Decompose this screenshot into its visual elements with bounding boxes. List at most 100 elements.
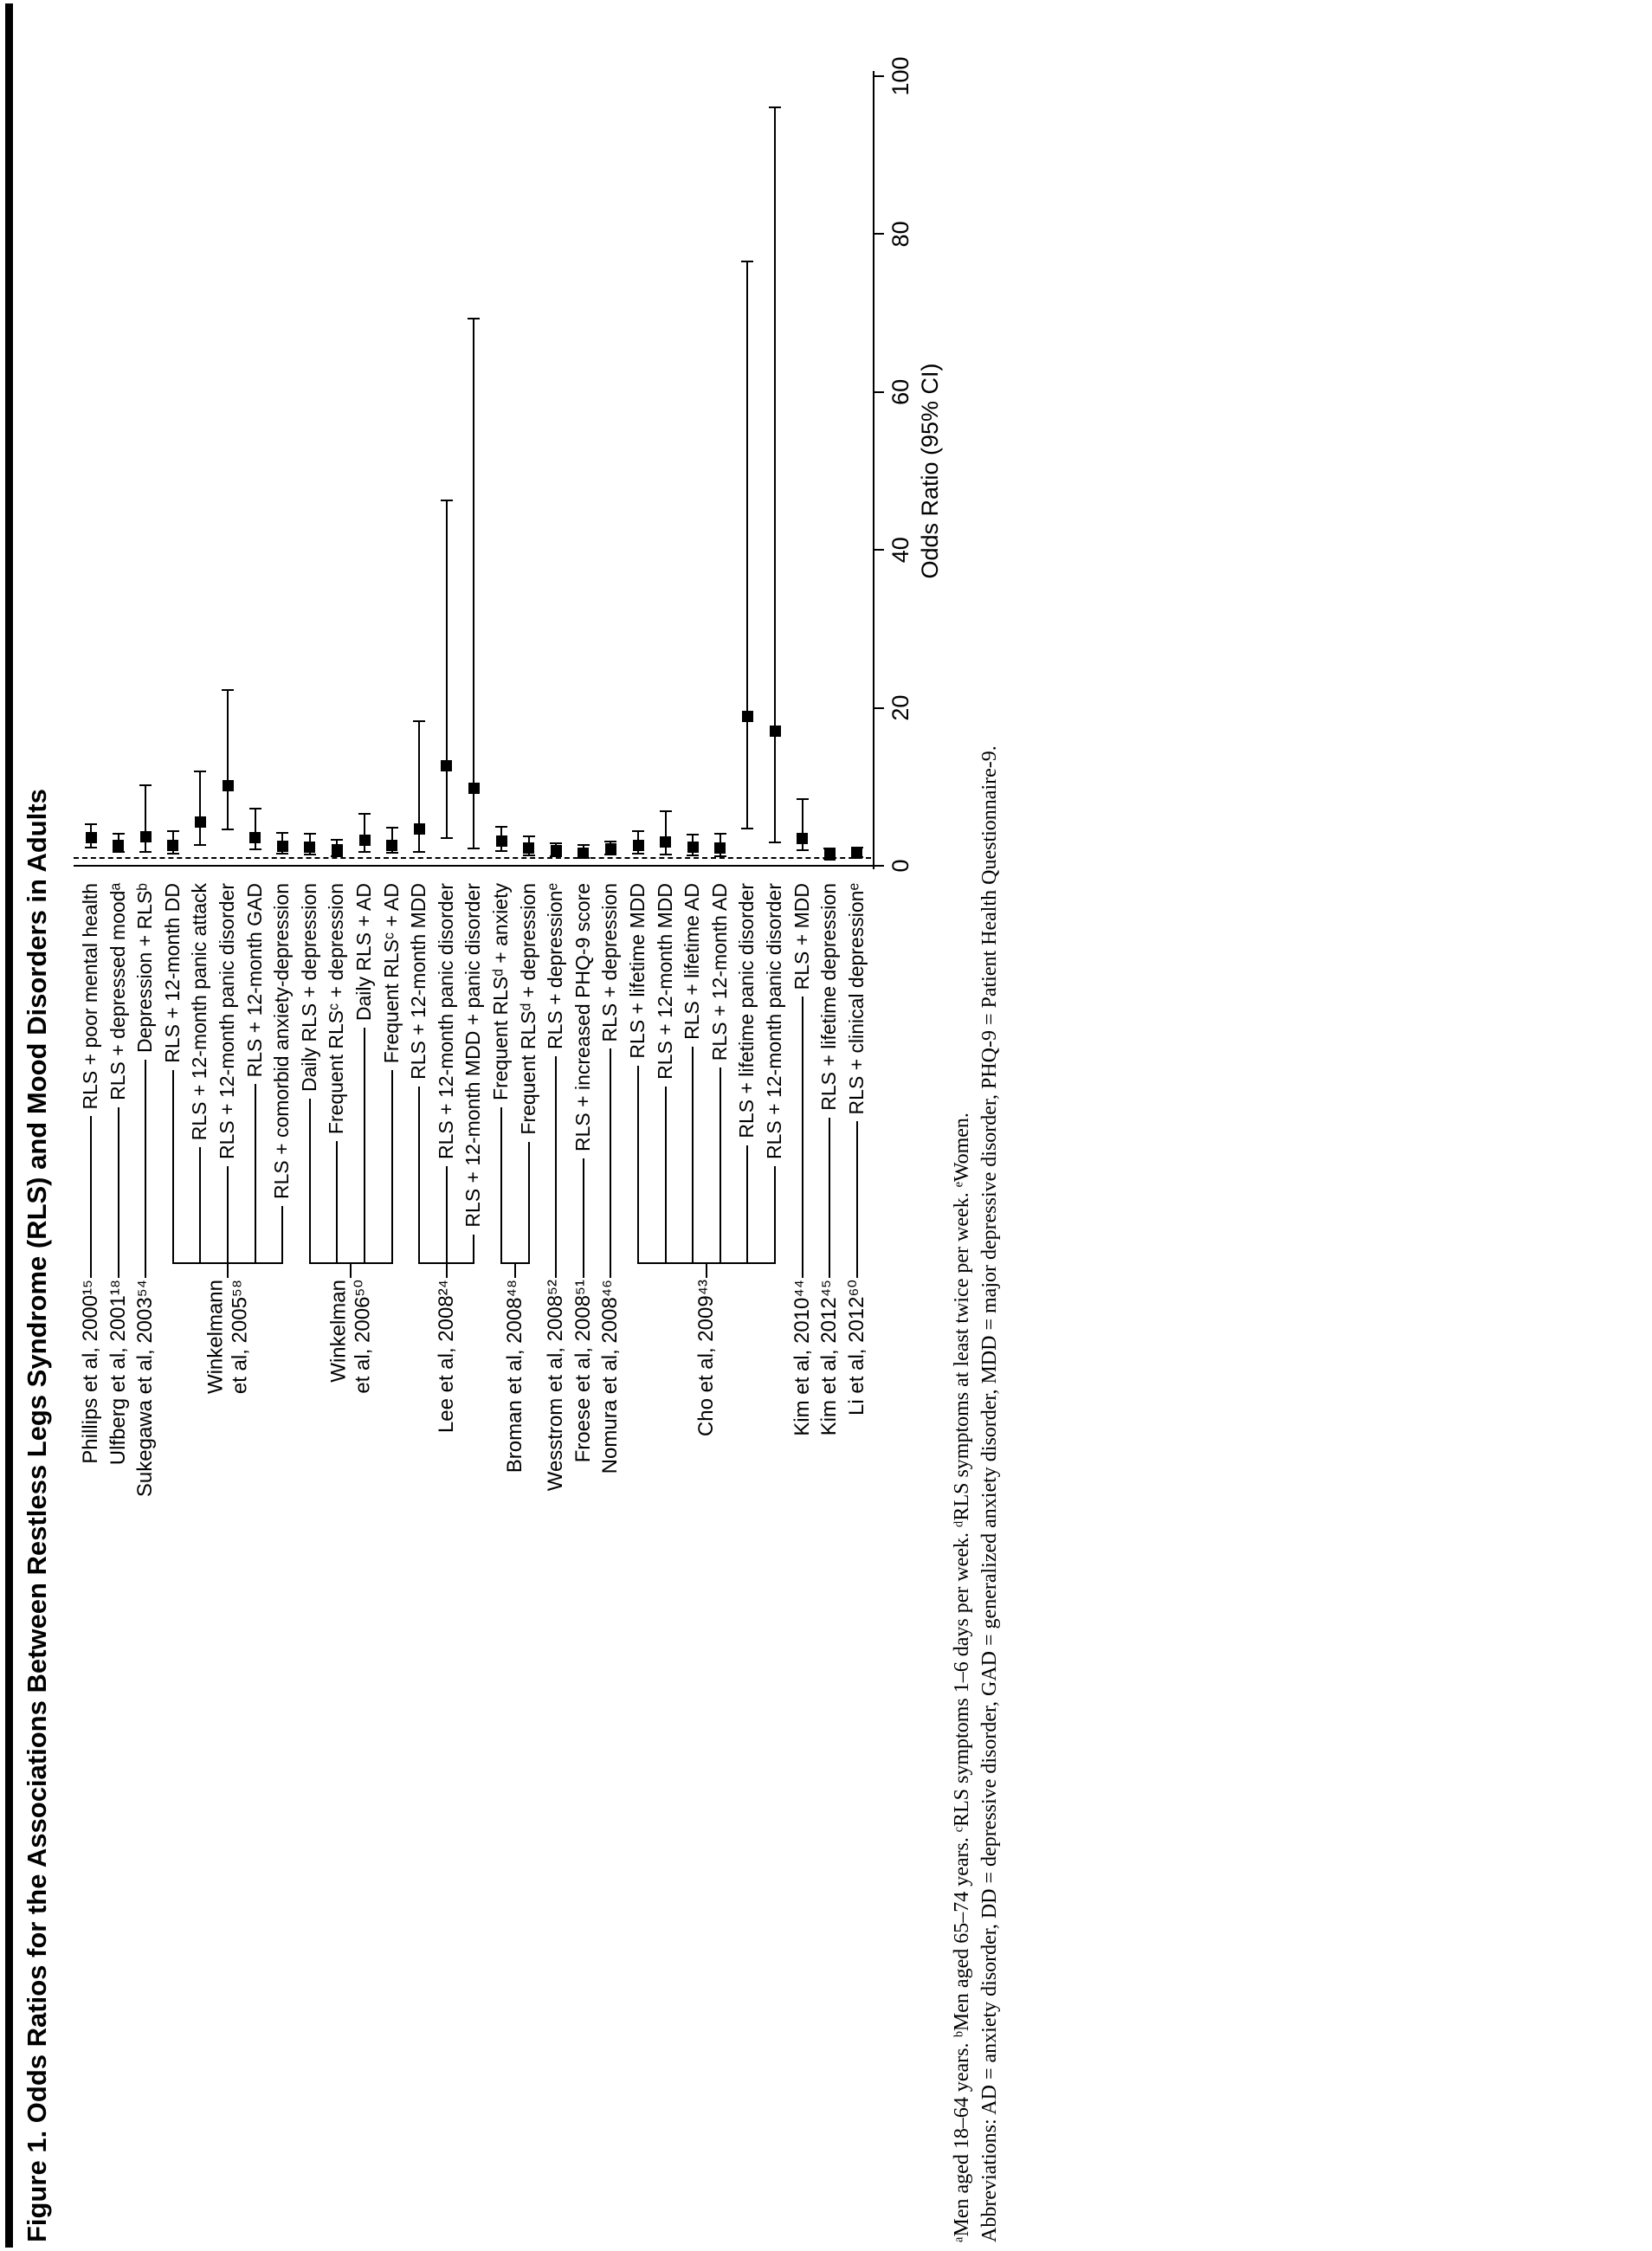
study-citation: Cho et al, 2009⁴³ [694, 1280, 719, 1436]
footnote-abbreviations: Abbreviations: AD = anxiety disorder, DD… [978, 745, 1001, 2242]
leader-line [90, 1116, 92, 1278]
study-citation: Ulfberg et al, 2001¹⁸ [106, 1280, 131, 1465]
study-citation-line: Li et al, 2012⁶⁰ [845, 1280, 868, 1416]
or-point-marker [276, 840, 288, 852]
outcome-label: RLS + clinical depressionᵉ [844, 883, 868, 1115]
outcome-label: Frequent RLSᵈ + depression [516, 883, 539, 1135]
leader-line [637, 1066, 639, 1262]
ci-whisker [445, 500, 448, 839]
study-citation: Broman et al, 2008⁴⁸ [503, 1280, 527, 1473]
ci-cap-low [659, 854, 672, 856]
study-citation: Li et al, 2012⁶⁰ [845, 1280, 869, 1416]
ci-cap-high [659, 810, 672, 813]
x-axis-tick [874, 75, 884, 77]
ci-cap-low [112, 850, 125, 853]
citation-connector [227, 1264, 229, 1278]
leader-line [774, 1166, 776, 1262]
ci-cap-high [796, 798, 809, 801]
leader-line [829, 1118, 831, 1278]
study-citation: Sukegawa et al, 2003⁵⁴ [133, 1280, 158, 1497]
ci-whisker [254, 809, 256, 849]
ci-cap-high [687, 834, 700, 836]
study-citation: Phillips et al, 2000¹⁵ [79, 1280, 103, 1464]
or-point-marker [386, 839, 398, 851]
leader-line [664, 1087, 667, 1262]
or-point-marker [797, 832, 809, 844]
ci-cap-high [276, 831, 289, 834]
study-citation: Wesstrom et al, 2008⁵² [544, 1280, 568, 1491]
ci-cap-low [522, 855, 535, 857]
or-point-marker [523, 842, 535, 854]
outcome-label: RLS + MDD [790, 883, 813, 990]
study-citation-line: Froese et al, 2008⁵¹ [571, 1280, 595, 1463]
x-axis-title: Odds Ratio (95% CI) [917, 363, 943, 579]
ci-whisker [473, 319, 475, 848]
ci-cap-high [248, 808, 261, 810]
or-point-marker [851, 847, 863, 859]
ci-cap-low [85, 847, 97, 849]
leader-line [418, 1087, 421, 1262]
ci-cap-low [440, 837, 453, 840]
leader-line [171, 1070, 174, 1262]
leader-line [692, 1047, 694, 1262]
x-axis-tick-label: 0 [887, 859, 913, 873]
x-axis-tick [874, 390, 884, 393]
x-axis-tick-label: 60 [887, 378, 913, 405]
citation-connector [350, 1264, 352, 1278]
ci-cap-low [139, 850, 152, 853]
or-point-marker [823, 848, 836, 861]
x-axis-tick [874, 706, 884, 709]
ci-whisker [746, 261, 749, 829]
outcome-label: RLS + 12-month AD [707, 883, 731, 1061]
ci-cap-high [385, 827, 398, 829]
ci-cap-low [194, 844, 207, 847]
ci-cap-low [687, 855, 700, 857]
or-point-marker [604, 843, 616, 855]
leader-line [281, 1206, 284, 1262]
ci-cap-low [741, 828, 754, 830]
ci-cap-low [632, 853, 644, 855]
outcome-label: RLS + depressed moodᵃ [106, 883, 129, 1100]
ci-cap-high [166, 829, 179, 832]
study-citation-line: Wesstrom et al, 2008⁵² [544, 1280, 568, 1492]
leader-line [855, 1121, 858, 1278]
ci-cap-high [440, 499, 453, 501]
or-point-marker [331, 844, 343, 856]
or-point-marker [741, 711, 753, 723]
ci-cap-high [550, 842, 563, 844]
x-axis-line [873, 71, 874, 869]
ci-cap-high [303, 832, 316, 835]
leader-line [801, 997, 803, 1278]
study-citation: Kim et al, 2012⁴⁵ [817, 1280, 842, 1435]
or-point-marker [660, 836, 672, 848]
outcome-label: RLS + 12-month DD [160, 883, 184, 1063]
leader-line [746, 1145, 749, 1262]
outcome-label: RLS + increased PHQ-9 score [571, 883, 594, 1151]
outcome-label: Daily RLS + depression [297, 883, 320, 1092]
leader-line [610, 1048, 612, 1278]
or-point-marker [550, 845, 562, 857]
outcome-label: RLS + 12-month panic disorder [763, 883, 785, 1159]
study-citation-line: Cho et al, 2009⁴³ [694, 1280, 719, 1437]
or-point-marker [304, 841, 316, 853]
ci-cap-low [248, 848, 261, 850]
ci-cap-low [303, 854, 316, 856]
study-citation: Winkelmann et al, 2005⁵⁸ [203, 1280, 251, 1394]
citation-connector [445, 1264, 448, 1278]
outcome-label: RLS + 12-month MDD [653, 883, 676, 1080]
outcome-label: RLS + depressionᵉ [544, 883, 567, 1050]
outcome-label: RLS + 12-month panic attack [188, 883, 211, 1141]
ci-cap-low [769, 841, 781, 843]
x-axis-tick [874, 233, 884, 235]
ci-cap-low [468, 847, 481, 849]
study-citation-line: Winkelmann [203, 1280, 228, 1395]
leader-line [364, 1028, 365, 1262]
ci-cap-low [358, 850, 371, 853]
study-citation-line: Phillips et al, 2000¹⁵ [79, 1280, 103, 1464]
or-point-marker [468, 783, 480, 795]
outcome-label: RLS + lifetime depression [817, 883, 841, 1111]
ci-cap-high [331, 838, 344, 841]
